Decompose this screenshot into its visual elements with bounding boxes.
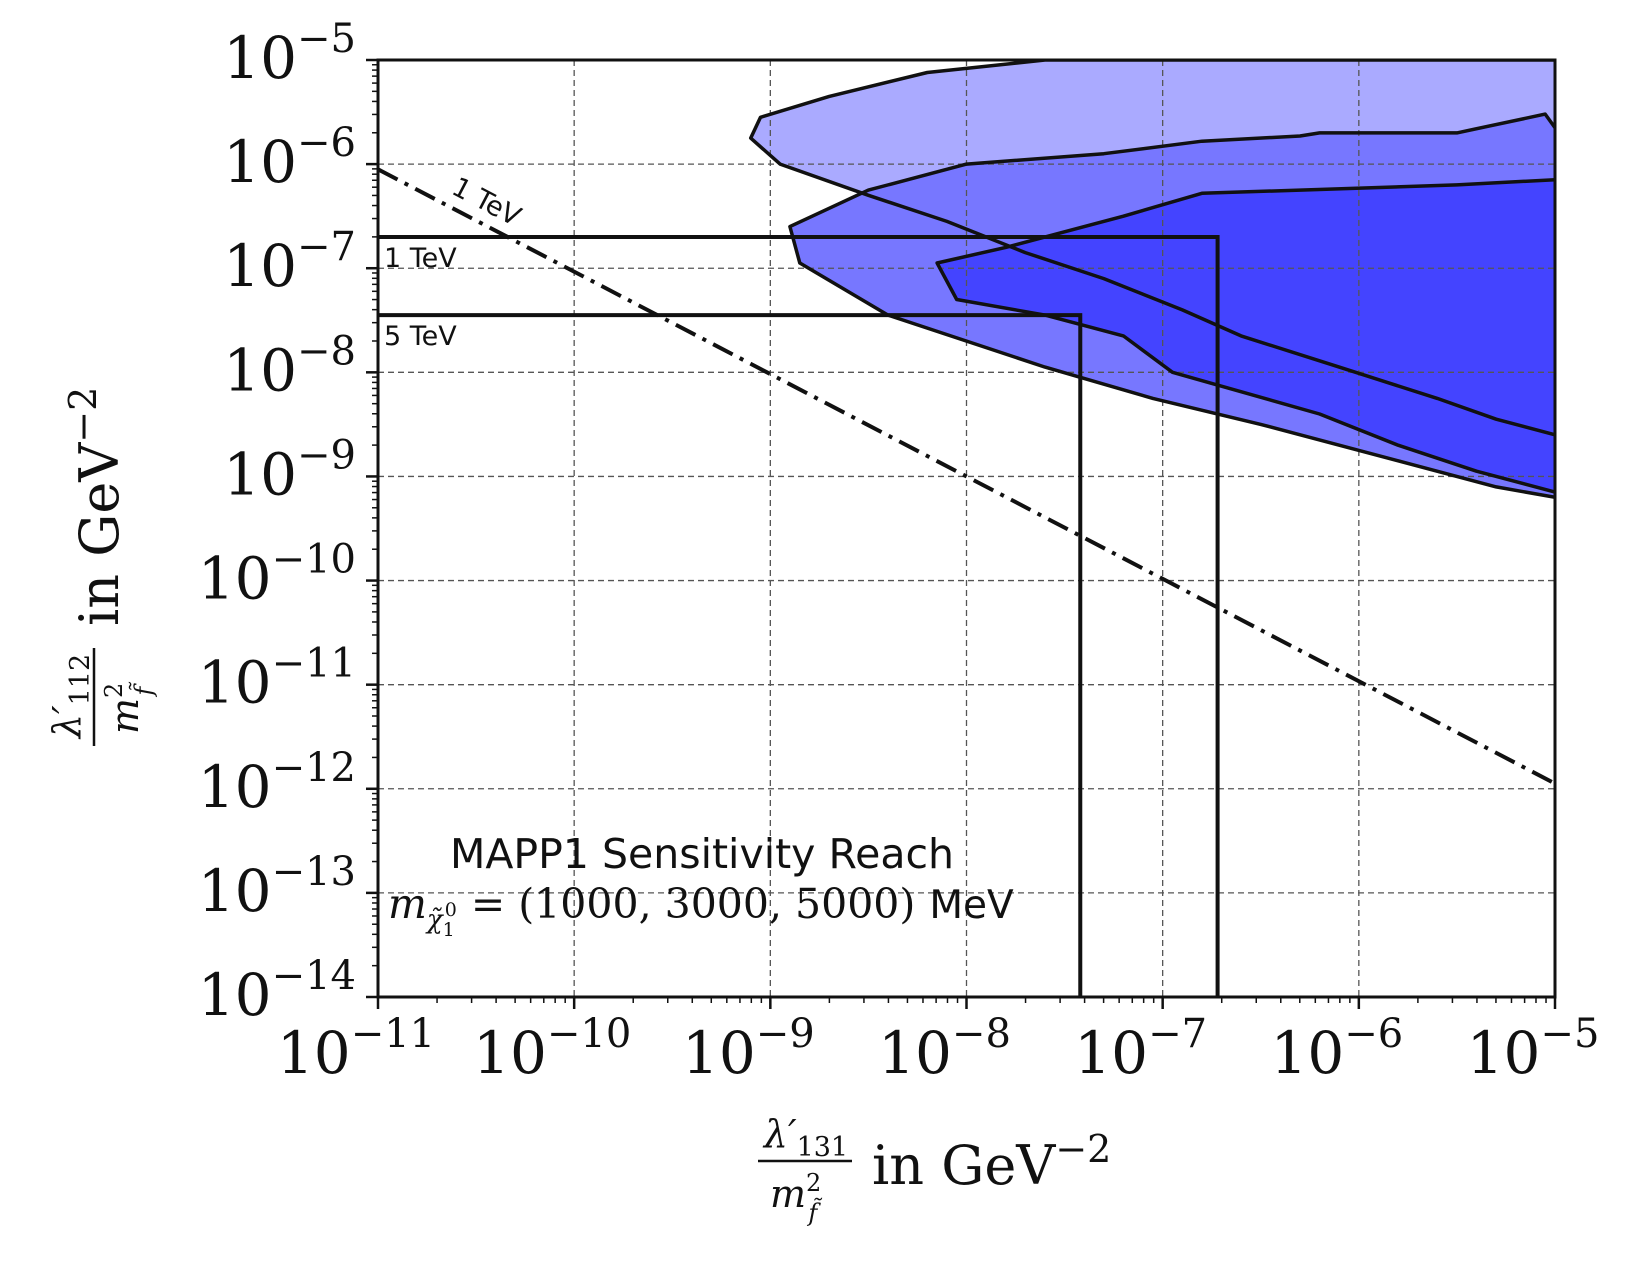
y-tick-label: 10−14: [198, 953, 356, 1029]
ylabel-numerator: λ′: [45, 705, 89, 740]
step-line-label-2: 5 TeV: [384, 321, 457, 352]
svg-text:mχ̃10= (1000, 3000, 5000)MeV: mχ̃10 = (1000, 3000, 5000) MeV: [388, 880, 1014, 941]
y-tick-label: 10−11: [198, 641, 356, 717]
svg-text:in GeV−2: in GeV−2: [872, 1127, 1111, 1197]
annotation-prefix: m: [388, 880, 427, 928]
y-tick-label: 10−10: [198, 537, 356, 613]
annotation-unit: MeV: [929, 883, 1014, 928]
x-tick-label: 10−6: [1270, 1011, 1403, 1087]
xlabel-suffix: in GeV: [872, 1134, 1056, 1197]
annotation-equals: = (1000, 3000, 5000): [471, 880, 916, 928]
tick-labels-layer: 10−11 10−10 10−9 10−8 10−7 10−6 10−5 10−5 10−6 10…: [198, 16, 1600, 1087]
xlabel-numerator-sub: 131: [797, 1132, 849, 1163]
y-tick-label: 10−12: [198, 745, 356, 821]
annotation-subscript-sub: 1: [443, 919, 455, 941]
plot-area: [378, 60, 1555, 997]
x-axis-label: λ′131 m2 f̃ in GeV−2: [758, 1112, 1111, 1227]
dashdot-line-1tev: [378, 167, 1555, 786]
xlabel-denominator-sup: 2: [806, 1169, 821, 1197]
ylabel-denominator: m: [103, 698, 147, 734]
x-tick-label: 10−7: [1074, 1011, 1207, 1087]
y-tick-label: 10−8: [223, 328, 356, 404]
y-tick-label: 10−7: [223, 224, 356, 300]
x-tick-label: 10−10: [473, 1011, 631, 1087]
xlabel-suffix-exp: −2: [1055, 1127, 1111, 1171]
svg-text:in GeV−2: in GeV−2: [61, 387, 131, 626]
y-tick-label: 10−13: [198, 849, 356, 925]
x-tick-label: 10−8: [878, 1011, 1011, 1087]
lines-layer: [378, 60, 1555, 997]
svg-text:λ′112: λ′112: [45, 654, 96, 740]
xlabel-denominator: m: [770, 1172, 806, 1216]
y-tick-label: 10−6: [223, 120, 356, 196]
annotation-subscript-sup: 0: [445, 899, 457, 921]
step-line-1: [378, 234, 1220, 997]
annotation-subscript-base: χ̃: [425, 905, 445, 935]
ylabel-denominator-sup: 2: [100, 683, 128, 698]
y-tick-label: 10−5: [223, 16, 356, 92]
region-outline-2: [788, 112, 1555, 500]
xlabel-numerator: λ′: [762, 1112, 797, 1156]
ylabel-numerator-sub: 112: [65, 654, 96, 706]
ylabel-suffix: in GeV: [68, 442, 131, 626]
region-outline-1: [748, 60, 1555, 437]
region-outline-3: [935, 177, 1555, 494]
x-tick-label: 10−5: [1467, 1011, 1600, 1087]
step-line-label-1: 1 TeV: [384, 243, 457, 274]
step-line-2: [378, 313, 1083, 997]
y-tick-label: 10−9: [223, 432, 356, 508]
chart-title: MAPP1 Sensitivity Reach: [450, 830, 954, 878]
ticks-layer: [366, 58, 1557, 1009]
svg-text:λ′131: λ′131: [762, 1112, 848, 1163]
mass-annotation: mχ̃10 = (1000, 3000, 5000) MeV: [388, 880, 1014, 941]
ylabel-suffix-exp: −2: [61, 387, 105, 443]
x-tick-label: 10−9: [682, 1011, 815, 1087]
x-tick-label: 10−11: [277, 1011, 435, 1087]
